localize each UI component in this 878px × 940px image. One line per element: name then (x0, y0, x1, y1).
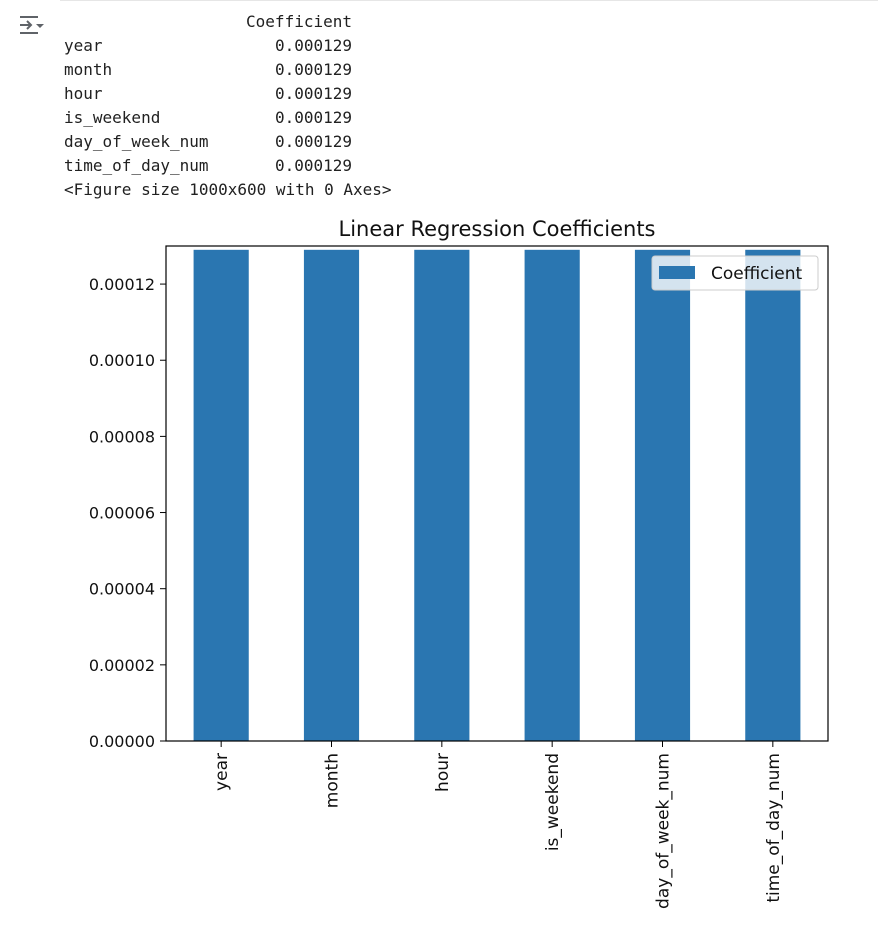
x-tick-label: year (212, 753, 232, 791)
dataframe-row: day_of_week_num 0.000129 (64, 130, 392, 154)
chart-title: Linear Regression Coefficients (339, 217, 656, 241)
dataframe-row-value: 0.000129 (274, 36, 352, 55)
x-tick-label: time_of_day_num (764, 753, 784, 903)
y-tick-label: 0.00006 (89, 504, 155, 523)
dataframe-column-header: Coefficient (246, 12, 352, 31)
y-tick-label: 0.00008 (89, 427, 155, 446)
legend-box (651, 255, 819, 291)
bar-hour (414, 249, 470, 742)
dataframe-row-value: 0.000129 (274, 84, 352, 103)
dataframe-row-value: 0.000129 (274, 108, 352, 127)
dataframe-row-index: is_weekend (64, 108, 161, 127)
collapse-output-icon (16, 13, 46, 37)
dataframe-header-row: Coefficient (64, 10, 392, 34)
x-tick-label: hour (433, 753, 453, 792)
x-tick-label: month (323, 753, 343, 808)
dataframe-row-index: time_of_day_num (64, 156, 209, 175)
y-tick-label: 0.00012 (89, 275, 155, 294)
bar-day-of-week-num (634, 249, 691, 742)
legend-swatch (659, 266, 695, 279)
dataframe-row-index: day_of_week_num (64, 132, 209, 151)
dataframe-row-index: hour (64, 84, 103, 103)
collapse-output-button[interactable] (14, 10, 48, 40)
dataframe-row-value: 0.000129 (274, 60, 352, 79)
y-tick-label: 0.00010 (89, 351, 155, 370)
y-tick-label: 0.00002 (89, 656, 155, 675)
y-tick-label: 0.00004 (89, 580, 155, 599)
dataframe-row: time_of_day_num 0.000129 (64, 154, 392, 178)
bar-month (303, 249, 360, 742)
x-tick-label: day_of_week_num (654, 753, 674, 909)
bar-is-weekend (524, 249, 580, 742)
cell-divider (60, 0, 878, 1)
legend-label: Coefficient (711, 264, 802, 284)
dataframe-row-index: year (64, 36, 103, 55)
bar-year (193, 249, 249, 742)
dataframe-row-value: 0.000129 (274, 156, 352, 175)
x-tick-label: is_weekend (543, 753, 563, 851)
dataframe-row-value: 0.000129 (274, 132, 352, 151)
figure-repr-line: <Figure size 1000x600 with 0 Axes> (64, 180, 392, 199)
dataframe-row-index: month (64, 60, 113, 79)
dataframe-row: year 0.000129 (64, 34, 392, 58)
dataframe-row: hour 0.000129 (64, 82, 392, 106)
y-tick-label: 0.00000 (89, 732, 155, 751)
dataframe-output: Coefficient year 0.000129 month 0.000129 hour… (64, 10, 392, 202)
bar-time-of-day-num (745, 249, 801, 742)
plot-frame (165, 245, 829, 742)
dataframe-row: month 0.000129 (64, 58, 392, 82)
dataframe-row: is_weekend 0.000129 (64, 106, 392, 130)
